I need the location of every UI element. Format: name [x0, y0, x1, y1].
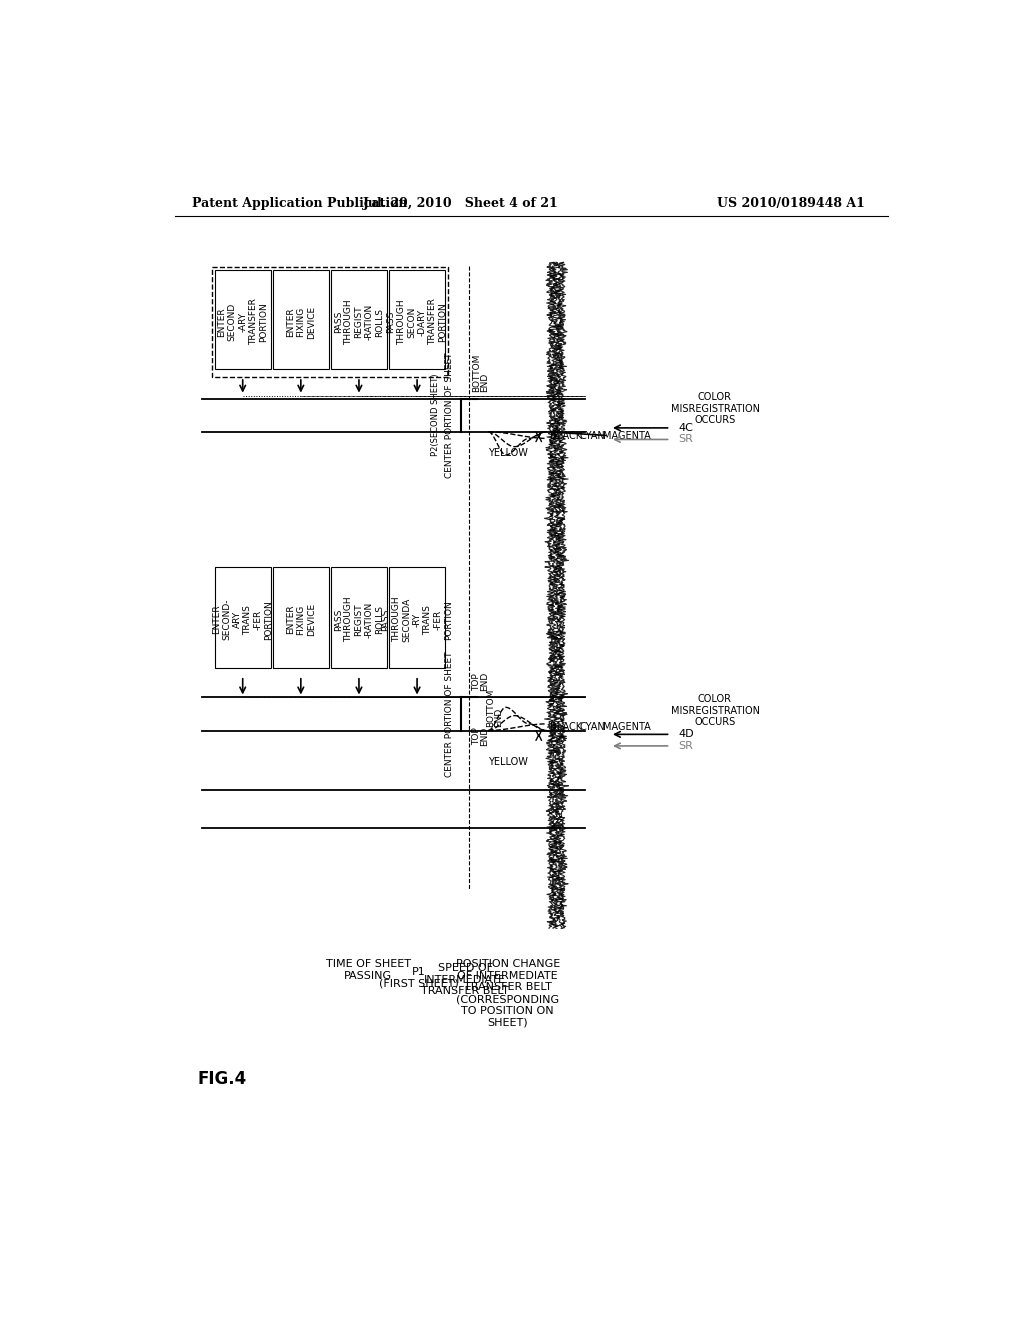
Text: MAGENTA: MAGENTA [603, 722, 651, 731]
Text: ENTER
SECOND-
ARY
TRANS
-FER
PORTION: ENTER SECOND- ARY TRANS -FER PORTION [212, 599, 273, 640]
Text: END: END [494, 708, 503, 727]
Bar [273, 566, 329, 668]
Text: BOTTOM: BOTTOM [472, 354, 481, 392]
Bar [389, 566, 445, 668]
Text: ENTER
FIXING
DEVICE: ENTER FIXING DEVICE [286, 305, 315, 339]
Text: YELLOW: YELLOW [487, 449, 527, 458]
Text: MAGENTA: MAGENTA [603, 430, 651, 441]
Text: P1
(FIRST SHEET): P1 (FIRST SHEET) [379, 966, 459, 989]
Text: COLOR
MISREGISTRATION
OCCURS: COLOR MISREGISTRATION OCCURS [671, 694, 760, 727]
Bar [389, 271, 445, 370]
Text: PASS
THROUGH
REGIST
-RATION
ROLLS: PASS THROUGH REGIST -RATION ROLLS [334, 597, 384, 643]
Text: POSITION CHANGE
OF INTERMEDIATE
TRANSFER BELT
(CORRESPONDING
TO POSITION ON
SHEE: POSITION CHANGE OF INTERMEDIATE TRANSFER… [456, 960, 560, 1027]
Bar [273, 271, 329, 370]
Text: YELLOW: YELLOW [487, 756, 527, 767]
Text: BOTTOM: BOTTOM [486, 689, 496, 727]
Text: COLOR
MISREGISTRATION
OCCURS: COLOR MISREGISTRATION OCCURS [671, 392, 760, 425]
Text: BLACK: BLACK [550, 430, 583, 441]
Bar [215, 566, 270, 668]
Bar [331, 566, 387, 668]
Text: ENTER
FIXING
DEVICE: ENTER FIXING DEVICE [286, 603, 315, 636]
Text: SR: SR [678, 741, 693, 751]
Text: ENTER
SECOND
-ARY
TRANSFER
PORTION: ENTER SECOND -ARY TRANSFER PORTION [217, 298, 268, 346]
Text: 4D: 4D [678, 730, 694, 739]
Text: PASS
THROUGH
REGIST
-RATION
ROLLS: PASS THROUGH REGIST -RATION ROLLS [334, 300, 384, 345]
Text: PASS
THROUGH
SECON
-DARY
TRANSFER
PORTION: PASS THROUGH SECON -DARY TRANSFER PORTIO… [387, 298, 447, 346]
Text: CYAN: CYAN [579, 430, 605, 441]
Text: TIME OF SHEET
PASSING: TIME OF SHEET PASSING [326, 960, 411, 981]
Text: END: END [480, 374, 489, 392]
Text: TOP: TOP [472, 727, 481, 744]
Text: P2(SECOND SHEET): P2(SECOND SHEET) [431, 374, 440, 457]
Text: CENTER PORTION OF SHEET: CENTER PORTION OF SHEET [445, 651, 454, 776]
Text: PASS
THROUGH
SECONDA
-RY
TRANS
-FER
PORTION: PASS THROUGH SECONDA -RY TRANS -FER PORT… [381, 597, 453, 643]
Text: TOP: TOP [472, 673, 481, 692]
Bar [215, 271, 270, 370]
Bar [212, 267, 449, 378]
Text: SR: SR [678, 434, 693, 445]
Text: Patent Application Publication: Patent Application Publication [191, 197, 408, 210]
Text: 4C: 4C [678, 422, 693, 433]
Text: END: END [480, 672, 489, 692]
Text: CENTER PORTION OF SHEET: CENTER PORTION OF SHEET [445, 352, 454, 478]
Text: END: END [480, 726, 489, 746]
Text: SPEED OF
INTERMEDIATE
TRANSFER BELT: SPEED OF INTERMEDIATE TRANSFER BELT [421, 964, 509, 997]
Text: US 2010/0189448 A1: US 2010/0189448 A1 [717, 197, 865, 210]
Text: CYAN: CYAN [579, 722, 605, 731]
Text: BLACK: BLACK [550, 722, 583, 731]
Text: FIG.4: FIG.4 [198, 1069, 247, 1088]
Bar [331, 271, 387, 370]
Text: Jul. 29, 2010   Sheet 4 of 21: Jul. 29, 2010 Sheet 4 of 21 [364, 197, 559, 210]
